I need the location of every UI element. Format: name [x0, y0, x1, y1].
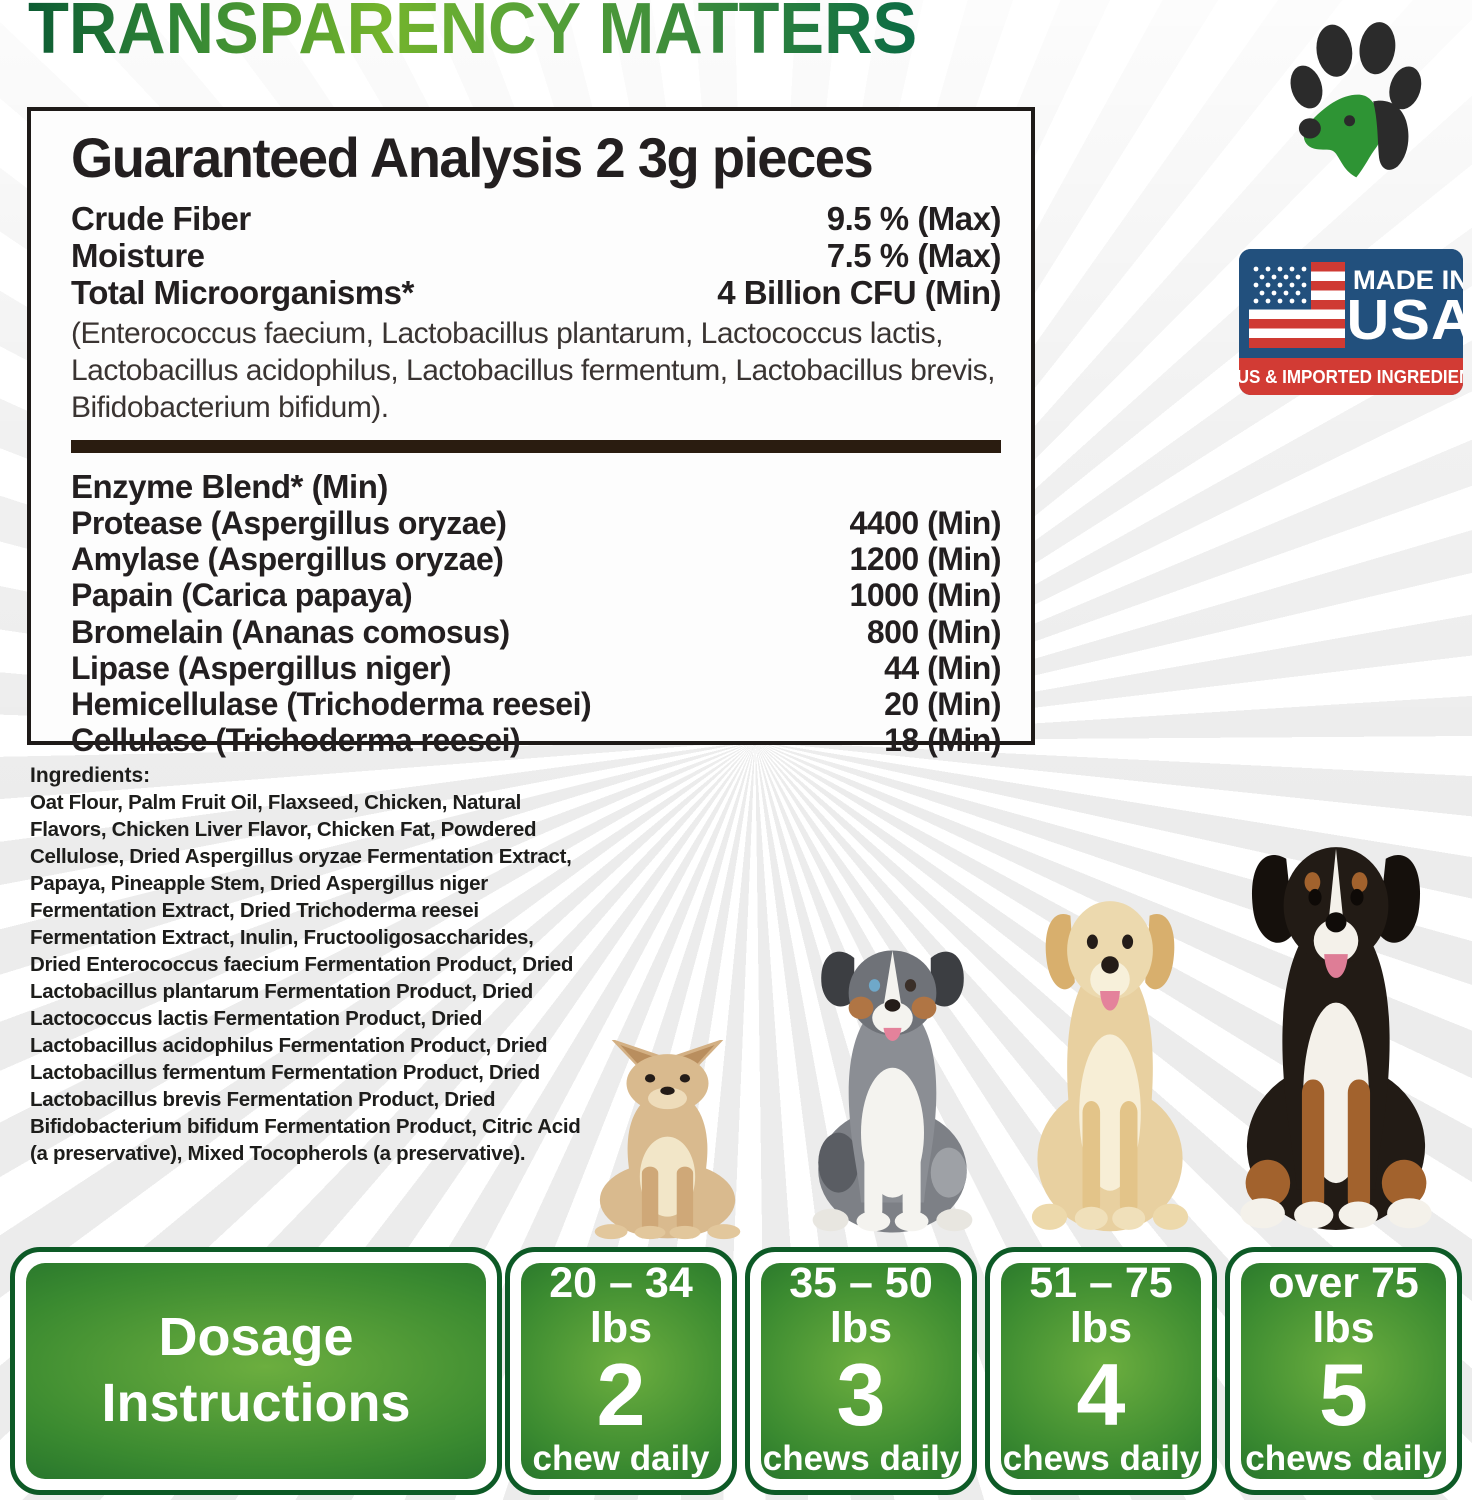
enzyme-blend-heading: Enzyme Blend* (Min) [71, 468, 388, 505]
divider-bar [71, 440, 1001, 453]
chew-count: 4 [1076, 1345, 1126, 1445]
chew-label: chew daily [532, 1439, 710, 1479]
bernese-mountain-dog-image [1205, 822, 1467, 1240]
chew-count: 5 [1319, 1345, 1368, 1445]
weight-unit: lbs [589, 1304, 653, 1352]
ingredients-section: Ingredients: Oat Flour, Palm Fruit Oil, … [30, 762, 582, 1167]
enzyme-label: Amylase (Aspergillus oryzae) [71, 541, 504, 578]
usa-badge-subtext: OF US & IMPORTED INGREDIENTS [1239, 358, 1463, 395]
us-flag-icon [1249, 261, 1345, 348]
dosage-card-inner: 35 – 50 lbs 3 chews daily [761, 1258, 961, 1479]
analysis-row: Total Microorganisms* 4 Billion CFU (Min… [71, 274, 1001, 311]
made-in-label: MADE IN [1352, 264, 1463, 295]
enzyme-row: Amylase (Aspergillus oryzae) 1200 (Min) [71, 541, 1002, 578]
enzyme-label: Cellulase (Trichoderma reesei) [71, 722, 521, 759]
dosage-card-inner: over 75 lbs 5 chews daily [1241, 1258, 1446, 1479]
analysis-row-value: 9.5 % (Max) [826, 200, 1002, 237]
analysis-row: Crude Fiber 9.5 % (Max) [71, 200, 1002, 237]
ingredients-text: Oat Flour, Palm Fruit Oil, Flaxseed, Chi… [30, 791, 581, 1165]
analysis-row-label: Moisture [71, 237, 205, 274]
ingredients-heading: Ingredients: [30, 764, 151, 787]
enzyme-label: Bromelain (Ananas comosus) [71, 613, 510, 650]
chew-count: 3 [836, 1345, 886, 1445]
enzyme-row: Bromelain (Ananas comosus) 800 (Min) [71, 613, 1002, 650]
enzyme-row: Papain (Carica papaya) 1000 (Min) [71, 577, 1002, 614]
enzyme-label: Hemicellulase (Trichoderma reesei) [71, 686, 592, 723]
dosage-card-over-75: over 75 lbs 5 chews daily [1225, 1247, 1462, 1495]
usa-badge-text: MADE IN USA [1346, 264, 1463, 352]
weight-range: 20 – 34 [549, 1258, 693, 1307]
golden-retriever-dog-image [1000, 878, 1220, 1240]
dosage-card-inner: 20 – 34 lbs 2 chew daily [521, 1258, 721, 1479]
enzyme-row: Hemicellulase (Trichoderma reesei) 20 (M… [71, 686, 1001, 722]
weight-unit: lbs [1069, 1304, 1133, 1352]
usa-badge-subtext-label: OF US & IMPORTED INGREDIENTS [1239, 365, 1463, 387]
enzyme-row: Cellulase (Trichoderma reesei) 18 (Min) [71, 722, 1001, 758]
dosage-card-51-75: 51 – 75 lbs 4 chews daily [985, 1247, 1217, 1495]
microorganisms-note: (Enterococcus faecium, Lactobacillus pla… [71, 317, 996, 424]
analysis-row-label: Crude Fiber [71, 200, 251, 237]
analysis-row-value: 7.5 % (Max) [826, 237, 1002, 274]
weight-range: over 75 [1268, 1258, 1419, 1307]
chew-count: 2 [596, 1345, 646, 1445]
chihuahua-dog-image [565, 1038, 770, 1240]
dosage-card-20-34: 20 – 34 lbs 2 chew daily [505, 1247, 737, 1495]
chew-label: chews daily [1245, 1439, 1442, 1479]
guaranteed-analysis-panel: Guaranteed Analysis 2 3g pieces Crude Fi… [27, 107, 1035, 758]
paw-dog-logo-icon [1282, 22, 1434, 230]
enzyme-value: 1000 (Min) [849, 577, 1002, 614]
enzyme-value: 800 (Min) [866, 613, 1002, 650]
enzyme-label: Protease (Aspergillus oryzae) [71, 505, 507, 541]
weight-range: 35 – 50 [789, 1258, 933, 1307]
usa-label: USA [1346, 287, 1463, 352]
dosage-title: Dosage Instructions [101, 1305, 410, 1437]
dosage-card-inner: 51 – 75 lbs 4 chews daily [1001, 1258, 1201, 1479]
enzyme-value: 44 (Min) [884, 649, 1001, 686]
weight-unit: lbs [829, 1304, 893, 1352]
weight-unit: lbs [1312, 1304, 1375, 1352]
dosage-title-line1: Dosage [158, 1307, 354, 1368]
enzyme-row: Lipase (Aspergillus niger) 44 (Min) [71, 650, 1001, 686]
analysis-row-value: 4 Billion CFU (Min) [717, 274, 1001, 311]
enzyme-label: Lipase (Aspergillus niger) [71, 649, 451, 686]
chew-label: chews daily [1002, 1439, 1200, 1479]
dosage-instructions-card: Dosage Instructions [10, 1247, 502, 1495]
enzyme-value: 1200 (Min) [849, 541, 1002, 578]
chew-label: chews daily [762, 1439, 960, 1479]
dosage-title-line2: Instructions [101, 1373, 411, 1433]
page-title: TRANSPARENCY MATTERS [28, 0, 917, 70]
weight-range: 51 – 75 [1029, 1258, 1173, 1307]
analysis-row: Moisture 7.5 % (Max) [71, 237, 1002, 274]
dosage-card-35-50: 35 – 50 lbs 3 chews daily [745, 1247, 977, 1495]
enzyme-value: 20 (Min) [884, 686, 1001, 723]
enzyme-value: 4400 (Min) [849, 505, 1002, 541]
enzyme-row: Protease (Aspergillus oryzae) 4400 (Min) [71, 505, 1002, 541]
usa-badge-top: MADE IN USA [1239, 249, 1463, 358]
analysis-title: Guaranteed Analysis 2 3g pieces [71, 126, 874, 189]
enzyme-label: Papain (Carica papaya) [71, 577, 413, 614]
analysis-row-label: Total Microorganisms* [71, 274, 414, 311]
enzyme-value: 18 (Min) [884, 722, 1001, 759]
dosage-card-inner: Dosage Instructions [26, 1263, 486, 1479]
australian-shepherd-dog-image [780, 928, 1005, 1240]
made-in-usa-badge: MADE IN USA OF US & IMPORTED INGREDIENTS [1239, 249, 1463, 395]
